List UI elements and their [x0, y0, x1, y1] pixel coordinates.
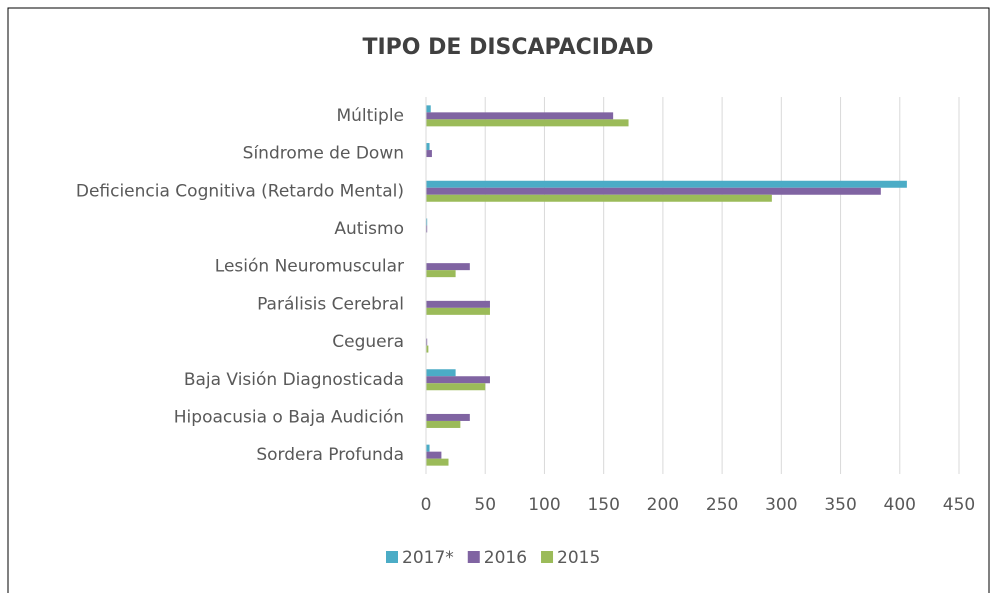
bar — [426, 187, 881, 195]
bar — [426, 105, 431, 113]
bar — [426, 383, 486, 391]
bar — [426, 225, 428, 233]
bar — [426, 413, 470, 421]
x-tick-label: 350 — [824, 495, 856, 515]
bar — [426, 218, 428, 226]
legend-label: 2015 — [557, 548, 600, 568]
y-tick-label: Parálisis Cerebral — [257, 294, 404, 314]
bar — [426, 150, 432, 158]
legend-label: 2017* — [402, 548, 454, 568]
bar — [426, 119, 629, 127]
y-tick-label: Múltiple — [336, 106, 404, 126]
y-tick-label: Ceguera — [332, 332, 404, 352]
x-tick-label: 150 — [587, 495, 619, 515]
bar — [426, 143, 430, 151]
bar — [426, 444, 430, 452]
y-tick-label: Autismo — [334, 219, 404, 239]
bar — [426, 369, 456, 377]
bar — [426, 376, 490, 384]
x-tick-label: 450 — [943, 495, 975, 515]
y-tick-label: Lesión Neuromuscular — [215, 257, 404, 277]
bar — [426, 263, 470, 271]
bar — [426, 307, 490, 315]
x-tick-label: 100 — [528, 495, 560, 515]
bar — [426, 270, 456, 278]
bar — [426, 180, 907, 188]
y-tick-label: Deficiencia Cognitiva (Retardo Mental) — [76, 181, 404, 201]
y-tick-label: Sordera Profunda — [256, 445, 404, 465]
legend-swatch — [467, 551, 480, 563]
chart-border — [7, 7, 990, 593]
chart-title: TIPO DE DISCAPACIDAD — [362, 35, 653, 60]
bar — [426, 300, 490, 308]
x-tick-label: 0 — [421, 495, 432, 515]
bar — [426, 338, 428, 346]
bar — [426, 451, 442, 459]
y-tick-label: Baja Visión Diagnosticada — [184, 370, 404, 390]
x-tick-label: 50 — [474, 495, 496, 515]
x-tick-label: 200 — [647, 495, 679, 515]
bar — [426, 194, 772, 202]
bar — [426, 345, 429, 353]
y-tick-label: Hipoacusia o Baja Audición — [174, 407, 404, 427]
x-tick-label: 250 — [706, 495, 738, 515]
x-tick-label: 400 — [884, 495, 916, 515]
x-tick-label: 300 — [765, 495, 797, 515]
legend-swatch — [541, 551, 554, 563]
bar — [426, 458, 449, 466]
legend-swatch — [386, 551, 398, 563]
bar — [426, 112, 614, 120]
y-tick-label: Síndrome de Down — [243, 144, 404, 164]
bar — [426, 420, 461, 428]
legend-label: 2016 — [484, 548, 527, 568]
